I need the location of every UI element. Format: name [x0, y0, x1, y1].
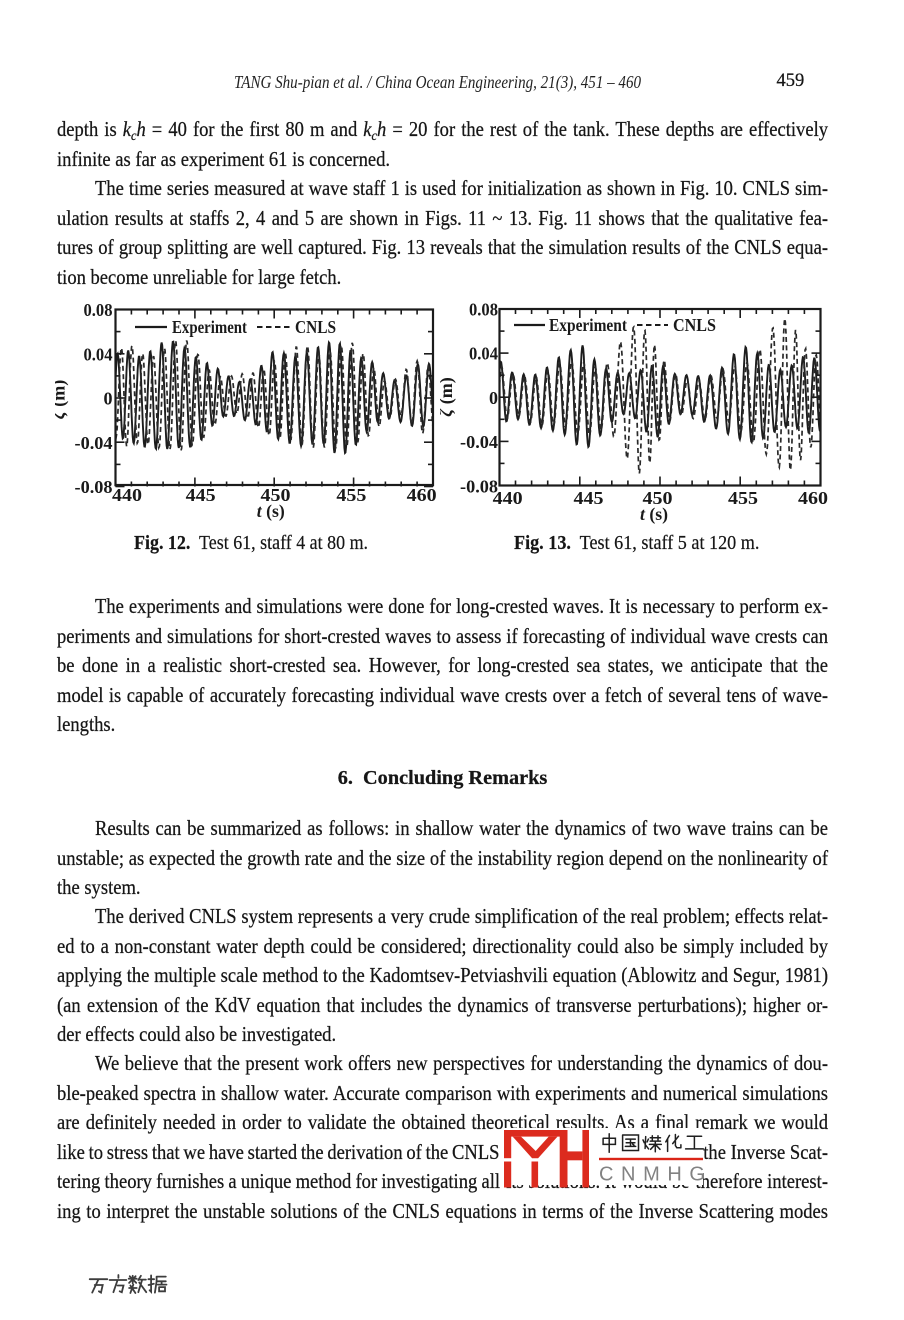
svg-text:Experiment: Experiment: [172, 317, 247, 337]
svg-text:440: 440: [493, 488, 523, 508]
svg-text:460: 460: [798, 488, 828, 508]
svg-text:0.08: 0.08: [469, 300, 498, 320]
svg-text:0.04: 0.04: [84, 344, 113, 364]
svg-text:CNLS: CNLS: [295, 317, 336, 337]
svg-text:ζ (m): ζ (m): [440, 377, 457, 416]
svg-text:-0.04: -0.04: [75, 433, 113, 453]
svg-text:ζ (m): ζ (m): [55, 380, 70, 419]
svg-text:450: 450: [261, 485, 291, 505]
svg-text:445: 445: [574, 488, 604, 508]
svg-text:-0.04: -0.04: [460, 432, 498, 452]
svg-text:0.04: 0.04: [469, 344, 498, 364]
svg-text:450: 450: [643, 488, 673, 508]
svg-text:Experiment: Experiment: [549, 315, 627, 335]
svg-text:t (s): t (s): [257, 501, 285, 522]
svg-text:t (s): t (s): [640, 504, 668, 525]
svg-text:-0.08: -0.08: [460, 477, 498, 497]
svg-text:0: 0: [104, 389, 113, 409]
svg-text:-0.08: -0.08: [75, 477, 113, 497]
svg-text:445: 445: [186, 485, 216, 505]
svg-text:CNLS: CNLS: [673, 315, 716, 335]
svg-text:0: 0: [489, 388, 498, 408]
svg-text:455: 455: [336, 485, 366, 505]
svg-text:440: 440: [112, 485, 142, 505]
svg-text:455: 455: [728, 488, 758, 508]
svg-text:460: 460: [407, 485, 437, 505]
svg-text:0.08: 0.08: [84, 300, 113, 320]
svg-text:CNMHG: CNMHG: [599, 1164, 713, 1186]
